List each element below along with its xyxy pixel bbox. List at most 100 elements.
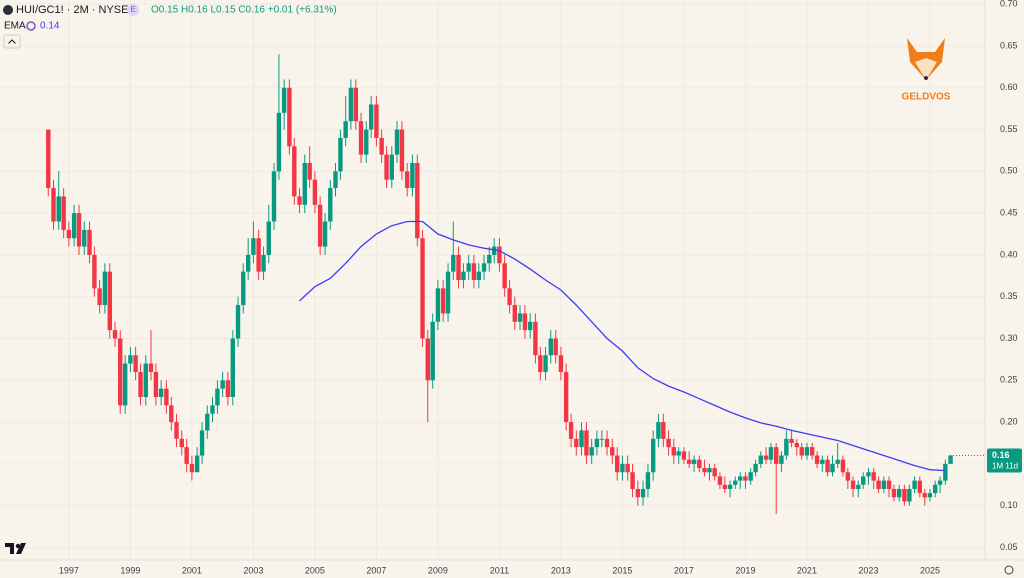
candle-body [635,488,641,498]
candle-body [235,305,241,339]
candle-body [143,363,148,398]
x-tick-label: 1999 [120,565,140,575]
candle-body [927,493,933,498]
candle-body [312,179,318,205]
candle-body [184,447,189,464]
candle-body [179,438,184,448]
candle-body [445,271,451,314]
x-tick-label: 2015 [612,565,632,575]
candle-body [256,238,261,272]
candle-body [840,459,846,473]
candle-body [410,162,415,189]
candle-body [461,271,466,280]
candle-body [558,355,564,372]
y-tick-label: 0.65 [1000,40,1018,50]
candle-body [266,221,271,255]
y-tick-label: 0.45 [1000,208,1018,218]
x-tick-label: 2019 [735,565,755,575]
ema-line [299,220,946,472]
candle-body [814,455,820,464]
candle-body [420,238,425,339]
candle-body [809,447,815,456]
candle-body [553,338,558,356]
candle-body [630,472,635,489]
candle-body [476,271,482,280]
candle-body [507,288,512,306]
x-tick-label: 2025 [920,565,940,575]
candle-body [399,129,405,172]
y-tick-label: 0.40 [1000,249,1018,259]
candle-body [563,371,569,423]
candle-body [225,380,231,398]
candle-body [343,121,348,138]
candle-body [112,330,118,339]
candle-body [138,371,143,398]
candle-body [779,455,784,464]
x-tick-label: 2011 [490,565,509,575]
candle-body [599,438,605,440]
tv-logo[interactable] [5,543,26,554]
candle-body [707,468,712,473]
candle-body [435,288,441,322]
candle-body [384,154,389,180]
candle-body [645,472,651,489]
candle-body [210,405,215,414]
candle-body [333,171,338,189]
candle-body [876,480,881,489]
candle-body [661,422,666,439]
candle-body [517,313,523,322]
symbol-title[interactable]: HUI/GC1! · 2M · NYSE [16,4,128,16]
candle-body [251,238,256,255]
candle-body [456,254,461,280]
candle-body [784,438,789,456]
candle-body [589,447,594,456]
candle-body [574,438,579,448]
candle-body [487,254,492,264]
x-tick-label: 2007 [366,565,386,575]
candle-body [763,455,769,460]
candle-body [902,488,907,502]
settings-icon[interactable] [1004,565,1014,575]
candle-body [379,137,384,155]
price-tag-value: 0.16 [992,450,1010,460]
x-tick-label: 2021 [797,565,817,575]
indicator-name[interactable]: EMA [4,21,26,32]
candle-body [322,221,328,247]
candle-body [466,263,471,272]
y-tick-label: 0.10 [1000,500,1018,510]
grid [0,0,985,560]
candle-body [92,254,97,289]
candle-body [271,171,277,222]
candle-body [610,447,615,456]
y-tick-label: 0.05 [1000,542,1018,552]
indicator-icon[interactable] [26,21,36,31]
x-tick-label: 2005 [305,565,325,575]
candle-body [287,87,292,147]
candle-body [568,422,574,439]
fox-logo-face [915,58,937,80]
symbol-icon [3,5,13,15]
candle-body [533,321,538,356]
candle-body [891,488,897,498]
candle-body [666,438,671,448]
watermark-text: GELDVOS [902,92,951,103]
candle-body [671,447,676,456]
indicator-value: 0.14 [40,21,60,32]
candle-body [850,480,856,489]
candle-body [451,254,456,272]
candle-body [937,480,943,485]
earnings-badge[interactable] [127,4,139,16]
candle-body [297,196,302,205]
tv-logo-dot [15,543,21,549]
x-tick-label: 2009 [428,565,448,575]
candle-body [199,430,205,456]
candle-body [722,484,728,489]
candle-body [302,162,307,205]
candle-body [205,413,210,431]
candle-body [886,480,892,489]
candle-body [748,472,753,481]
collapse-button[interactable] [3,34,21,49]
candle-body [856,484,861,489]
